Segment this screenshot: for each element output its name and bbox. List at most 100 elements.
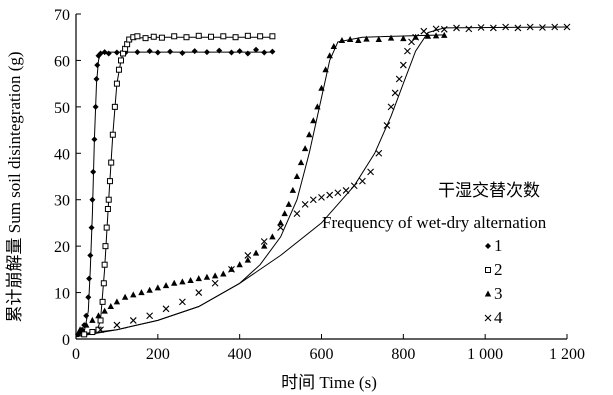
data-point-series-4 xyxy=(129,317,137,324)
data-point-series-3 xyxy=(107,303,114,309)
data-point-series-2 xyxy=(269,33,276,40)
data-point-series-1 xyxy=(244,50,251,57)
data-point-series-1 xyxy=(113,49,120,56)
data-point-series-3 xyxy=(252,249,260,256)
data-point-series-4 xyxy=(309,196,317,204)
data-point-series-4 xyxy=(97,326,104,334)
data-point-series-3 xyxy=(289,186,297,193)
data-point-series-4 xyxy=(563,23,571,31)
data-point-series-2 xyxy=(244,32,251,39)
fit-curve-series-3 xyxy=(75,34,445,335)
data-point-series-2 xyxy=(89,329,96,336)
data-point-series-3 xyxy=(121,293,129,300)
data-point-series-1 xyxy=(94,62,101,69)
data-point-series-3 xyxy=(400,35,407,42)
data-point-series-2 xyxy=(108,159,115,166)
data-point-series-4 xyxy=(195,289,203,296)
data-point-series-3 xyxy=(424,32,432,39)
y-tick-label: 40 xyxy=(54,146,70,163)
data-point-series-3 xyxy=(441,31,448,38)
data-point-series-4 xyxy=(432,25,440,33)
data-point-series-3 xyxy=(244,256,252,263)
data-point-series-2 xyxy=(97,317,104,324)
data-point-series-2 xyxy=(195,32,202,39)
data-point-series-4 xyxy=(326,191,334,199)
data-point-series-3 xyxy=(101,307,108,314)
data-point-series-3 xyxy=(322,66,329,73)
data-point-series-3 xyxy=(146,286,153,293)
data-point-series-3 xyxy=(171,279,178,286)
data-point-series-4 xyxy=(514,24,522,32)
data-point-series-3 xyxy=(330,43,337,49)
data-point-series-3 xyxy=(387,34,395,41)
data-point-series-1 xyxy=(85,294,92,301)
data-point-series-2 xyxy=(106,178,113,185)
data-point-series-2 xyxy=(100,280,107,287)
data-point-series-2 xyxy=(102,243,109,250)
data-point-series-1 xyxy=(105,50,112,57)
y-tick-label: 50 xyxy=(54,100,70,117)
data-point-series-2 xyxy=(183,34,190,41)
fit-curve-series-1 xyxy=(75,51,273,338)
y-tick-label: 10 xyxy=(54,286,70,303)
data-point-series-1 xyxy=(179,50,186,56)
data-point-series-4 xyxy=(350,182,358,190)
data-point-series-3 xyxy=(277,219,284,226)
data-point-series-3 xyxy=(355,36,362,43)
legend: 干湿交替次数 Frequency of wet-dry alternation … xyxy=(322,181,547,327)
data-point-series-1 xyxy=(93,76,100,82)
data-point-series-3 xyxy=(285,200,292,207)
data-point-series-3 xyxy=(154,284,162,291)
data-point-series-3 xyxy=(203,273,211,280)
x-tick-label: 1 200 xyxy=(549,346,585,363)
series-2 xyxy=(81,32,276,338)
data-point-series-4 xyxy=(318,194,325,201)
data-point-series-4 xyxy=(178,298,186,306)
data-point-series-3 xyxy=(138,289,145,296)
data-point-series-4 xyxy=(391,89,399,97)
x-tick-label: 200 xyxy=(146,346,170,363)
data-point-series-3 xyxy=(346,36,354,43)
data-point-series-4 xyxy=(477,24,485,31)
data-point-series-2 xyxy=(171,33,178,40)
data-point-series-3 xyxy=(83,321,90,328)
data-point-series-3 xyxy=(326,52,333,59)
legend-label-series-1: 1 xyxy=(494,236,503,255)
data-point-series-3 xyxy=(130,291,137,298)
y-tick-label: 60 xyxy=(54,53,70,70)
data-point-series-2 xyxy=(232,34,239,41)
data-point-series-4 xyxy=(342,187,350,194)
data-point-series-4 xyxy=(162,305,170,313)
data-point-series-3 xyxy=(187,277,194,283)
data-point-series-4 xyxy=(489,24,497,32)
data-point-series-2 xyxy=(105,196,112,203)
data-point-series-1 xyxy=(92,103,99,110)
data-point-series-3 xyxy=(432,32,440,39)
data-point-series-4 xyxy=(383,122,391,129)
fit-curve-series-2 xyxy=(75,36,273,338)
y-tick-label: 70 xyxy=(54,7,70,24)
data-point-series-1 xyxy=(167,48,174,55)
data-point-series-2 xyxy=(150,33,157,40)
data-point-series-1 xyxy=(228,49,235,56)
data-point-series-3 xyxy=(89,316,96,323)
data-point-series-1 xyxy=(87,252,94,259)
axes: 0 200 400 600 800 1 000 1 200 0 10 20 30 40 50 60 70 xyxy=(54,7,585,363)
y-tick-label: 30 xyxy=(54,193,70,210)
legend-marker-series-2 xyxy=(485,267,491,273)
y-tick-label: 0 xyxy=(62,332,70,349)
data-point-series-3 xyxy=(375,36,382,43)
data-point-series-3 xyxy=(261,242,268,249)
data-point-series-3 xyxy=(269,233,276,240)
data-point-series-2 xyxy=(113,80,120,87)
data-point-series-2 xyxy=(104,206,111,212)
data-point-series-4 xyxy=(367,168,374,176)
data-point-series-4 xyxy=(375,149,383,157)
data-point-series-4 xyxy=(146,312,154,320)
data-point-series-1 xyxy=(261,49,268,56)
data-point-series-4 xyxy=(465,25,473,33)
series-1 xyxy=(75,46,276,338)
data-point-series-4 xyxy=(293,210,301,218)
data-point-series-2 xyxy=(99,298,106,305)
